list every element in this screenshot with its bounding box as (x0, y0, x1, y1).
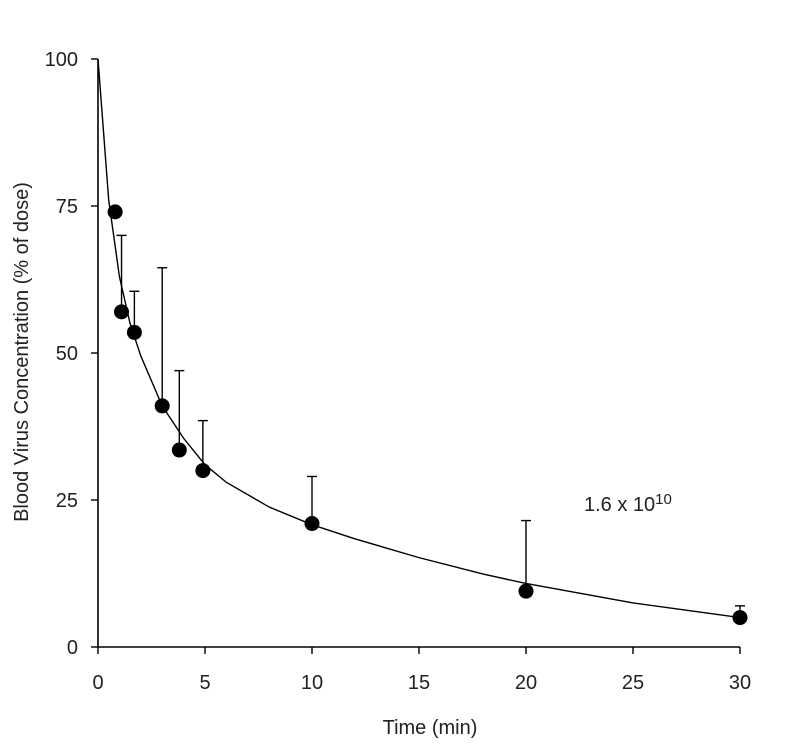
dose-annotation: 1.6 x 1010 (584, 491, 672, 516)
data-point (154, 398, 170, 414)
x-tick-label: 5 (199, 672, 210, 694)
y-tick-label: 100 (45, 49, 78, 71)
y-tick-label: 50 (56, 343, 78, 365)
data-point (107, 204, 123, 220)
dose-annotation-base: 1.6 x 10 (584, 494, 655, 516)
y-axis-ticks: 0 25 50 75 100 (45, 49, 98, 659)
x-tick-label: 10 (301, 672, 323, 694)
y-axis-title: Blood Virus Concentration (% of dose) (11, 182, 33, 522)
data-points (107, 204, 748, 626)
x-axis-title: Time (min) (383, 717, 478, 739)
error-bars (116, 234, 745, 618)
x-tick-label: 15 (408, 672, 430, 694)
x-axis-ticks: 0 5 10 15 20 25 30 (92, 647, 751, 694)
y-tick-label: 75 (56, 196, 78, 218)
y-tick-label: 25 (56, 490, 78, 512)
data-point (171, 442, 187, 458)
x-tick-label: 30 (729, 672, 751, 694)
data-point (114, 304, 130, 320)
data-point (126, 324, 142, 340)
x-tick-label: 25 (622, 672, 644, 694)
x-tick-label: 0 (92, 672, 103, 694)
dose-annotation-exponent: 10 (655, 491, 672, 508)
data-point (732, 610, 748, 626)
data-point (304, 516, 320, 532)
data-point (195, 463, 211, 479)
data-point (518, 583, 534, 599)
y-tick-label: 0 (67, 637, 78, 659)
fit-curve (97, 58, 741, 619)
x-tick-label: 20 (515, 672, 537, 694)
